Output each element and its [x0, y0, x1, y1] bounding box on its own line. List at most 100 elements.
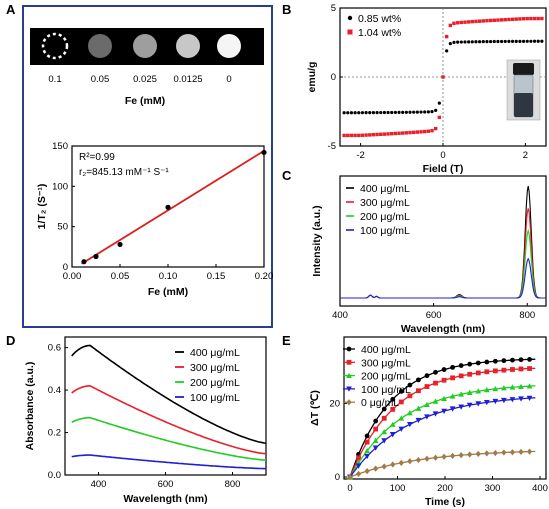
- chart-b-point: [521, 39, 526, 43]
- chart-e-point: [466, 402, 473, 409]
- chart-e-legend-marker: [346, 386, 352, 392]
- chart-b-point: [444, 34, 449, 39]
- chart-e-point: [424, 401, 430, 407]
- chart-e-point: [415, 456, 422, 464]
- chart-e-point: [518, 366, 524, 372]
- chart-e-point: [390, 396, 396, 402]
- chart-b-point: [368, 111, 372, 115]
- chart-e-point: [441, 453, 447, 460]
- chart-e-point: [398, 388, 404, 394]
- chart-a-ytick-label: 50: [57, 222, 68, 233]
- phantom-circle: [217, 34, 241, 58]
- chart-b-point: [342, 111, 346, 115]
- chart-a-xtick-label: 0.15: [207, 271, 226, 282]
- chart-a-ytick-label: 150: [52, 141, 68, 152]
- chart-b-point: [349, 111, 354, 115]
- chart-b-point: [375, 110, 379, 115]
- chart-e-point: [373, 465, 379, 472]
- chart-b-point: [470, 40, 474, 44]
- chart-a-ylabel: 1/T₂ (S⁻¹): [36, 184, 48, 230]
- chart-e-xtick-label: 400: [532, 483, 548, 494]
- chart-b-point: [488, 18, 493, 23]
- chart-e-point: [372, 445, 379, 451]
- chart-b-series-0: [342, 39, 544, 115]
- chart-e-point: [527, 356, 532, 362]
- chart-e-point: [364, 439, 370, 445]
- chart-b-legend-label: 0.85 wt%: [358, 13, 401, 25]
- chart-a-fit-line: [81, 150, 265, 265]
- chart-a-annotation-r2-relaxivity: r₂=845.13 mM⁻¹ S⁻¹: [79, 167, 169, 178]
- chart-b-vial-cap: [513, 63, 534, 75]
- chart-d-legend-label: 400 μg/mL: [190, 347, 240, 359]
- chart-b-point: [342, 133, 346, 138]
- chart-e-point: [381, 415, 387, 421]
- chart-e-point: [450, 364, 455, 370]
- chart-b-point: [412, 110, 416, 114]
- chart-b-point: [463, 20, 467, 24]
- chart-c-series-line: [340, 257, 546, 299]
- phantom-xlabel: Fe (mM): [125, 95, 165, 107]
- chart-e-point: [475, 388, 482, 394]
- chart-b-point: [536, 39, 540, 43]
- chart-e-point: [373, 426, 379, 432]
- chart-e-point: [501, 358, 507, 364]
- chart-b-point: [525, 16, 529, 21]
- chart-b-point: [510, 17, 515, 21]
- chart-e-point: [492, 358, 498, 364]
- chart-b-point: [437, 115, 442, 120]
- chart-c-series-line: [340, 228, 546, 299]
- chart-e-point: [398, 459, 404, 466]
- chart-b-point: [463, 40, 467, 44]
- chart-b-point: [467, 40, 471, 44]
- chart-a-point: [165, 204, 171, 210]
- chart-b-point: [430, 109, 434, 114]
- chart-b-point: [401, 110, 405, 114]
- panel-letter-A: A: [6, 2, 16, 17]
- chart-b-point: [371, 111, 376, 115]
- chart-b-point: [459, 20, 464, 25]
- panel-a-frame: [22, 5, 273, 328]
- chart-e-point: [406, 421, 413, 428]
- chart-e-point: [433, 380, 438, 386]
- chart-a-xtick-label: 0.20: [255, 271, 274, 282]
- chart-b-point: [470, 19, 474, 24]
- chart-e-point: [407, 393, 413, 399]
- chart-e-point: [467, 361, 473, 367]
- chart-b-point: [390, 110, 394, 115]
- chart-e-point: [355, 463, 362, 469]
- chart-b-point: [433, 126, 438, 131]
- chart-b-point: [368, 133, 372, 137]
- chart-b-point: [492, 18, 496, 22]
- chart-b-xtick-label: 2: [523, 150, 528, 161]
- chart-e-legend-marker: [346, 399, 352, 406]
- chart-b-point: [507, 17, 511, 22]
- chart-b-point: [481, 40, 485, 44]
- chart-d-xtick-label: 400: [91, 479, 107, 490]
- chart-e-point: [484, 450, 490, 457]
- chart-c-legend-label: 400 μg/mL: [360, 183, 410, 195]
- phantom-circle: [133, 34, 157, 58]
- chart-e-point: [492, 398, 499, 405]
- chart-b-point: [426, 110, 430, 114]
- chart-b-point: [426, 129, 431, 133]
- chart-b-point: [371, 133, 376, 137]
- chart-b-point: [485, 40, 489, 44]
- chart-a-annotation-r2: R²=0.99: [79, 152, 115, 163]
- chart-b-point: [448, 42, 452, 46]
- chart-e-point: [441, 367, 447, 372]
- chart-e-legend-label: 0 μg/mL: [361, 397, 399, 409]
- chart-e-point: [518, 396, 524, 402]
- chart-b-ytick-label: 0: [331, 72, 336, 83]
- chart-d-legend-label: 200 μg/mL: [190, 377, 240, 389]
- chart-b-point: [415, 110, 419, 114]
- chart-b-point: [514, 39, 518, 43]
- chart-e-point: [406, 410, 413, 416]
- chart-b-point: [412, 130, 416, 135]
- chart-b-ytick-label: 5: [331, 3, 336, 14]
- chart-e-legend-label: 200 μg/mL: [361, 371, 411, 383]
- chart-d-series-line: [71, 384, 267, 455]
- chart-e-legend-marker: [346, 359, 352, 365]
- chart-e-point: [416, 388, 421, 394]
- chart-e-point: [526, 383, 533, 389]
